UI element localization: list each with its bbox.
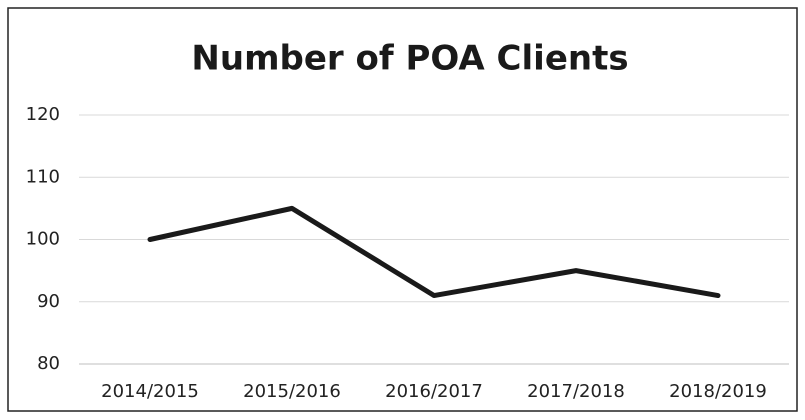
chart-title: Number of POA Clients <box>191 39 628 79</box>
data-line <box>147 205 721 299</box>
y-tick-label: 120 <box>26 104 60 125</box>
x-tick-label: 2016/2017 <box>385 381 483 402</box>
x-tick-label: 2017/2018 <box>527 381 625 402</box>
x-tick-label: 2015/2016 <box>243 381 341 402</box>
chart-frame <box>7 7 798 412</box>
y-tick-label: 80 <box>37 353 60 374</box>
x-tick-label: 2014/2015 <box>101 381 199 402</box>
y-tick-label: 110 <box>26 166 60 187</box>
y-tick-label: 100 <box>26 229 60 250</box>
x-tick-label: 2018/2019 <box>669 381 767 402</box>
y-tick-label: 90 <box>37 291 60 312</box>
